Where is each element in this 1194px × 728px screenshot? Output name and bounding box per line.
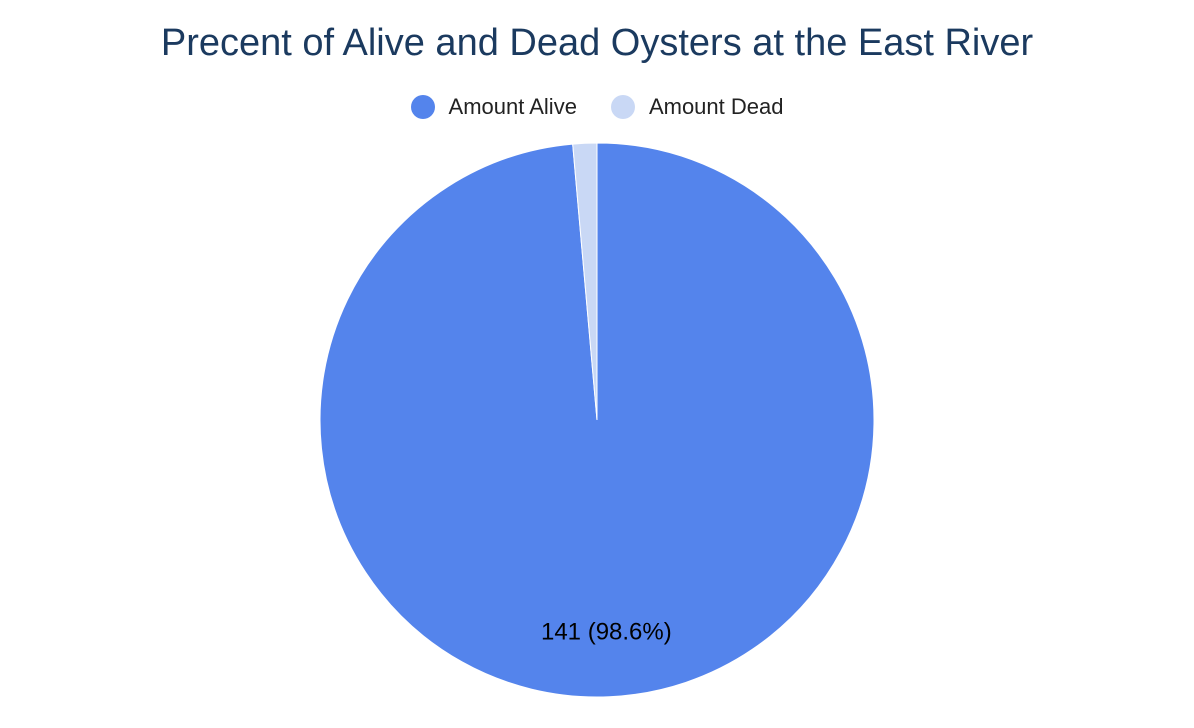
- legend-swatch-alive: [410, 95, 435, 119]
- pie-labels: 141 (98.6%): [541, 618, 672, 645]
- legend-swatch-dead: [610, 95, 635, 119]
- pie-slices: [319, 142, 875, 698]
- legend-label-alive: Amount Alive: [448, 94, 577, 119]
- legend-item-dead[interactable]: Amount Dead: [610, 94, 784, 120]
- legend-item-alive[interactable]: Amount Alive: [410, 94, 577, 120]
- chart-legend: Amount Alive Amount Dead: [0, 94, 1194, 120]
- slice-label-amount-alive: 141 (98.6%): [541, 618, 672, 645]
- chart-title: Precent of Alive and Dead Oysters at the…: [160, 22, 1034, 64]
- legend-label-dead: Amount Dead: [648, 94, 784, 119]
- pie-slice-amount-dead[interactable]: [572, 142, 598, 421]
